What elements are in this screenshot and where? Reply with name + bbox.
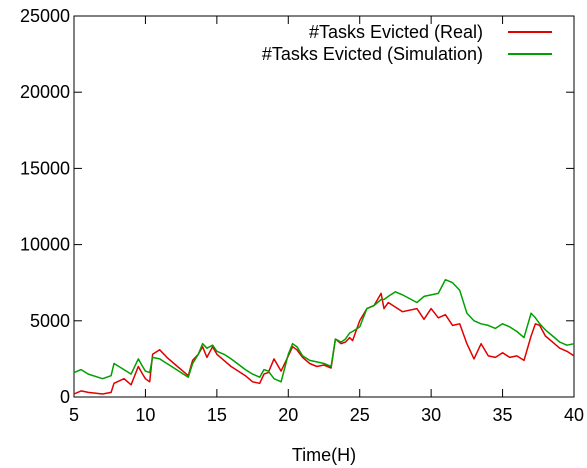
plot-frame	[73, 15, 575, 398]
x-tick-label: 10	[135, 405, 155, 425]
y-tick-label: 0	[60, 387, 70, 407]
legend-label-1: #Tasks Evicted (Simulation)	[262, 44, 483, 64]
x-axis: 5 10 15 20 25 30 35 40	[69, 16, 584, 425]
series-line-0	[73, 292, 575, 395]
x-tick-label: 35	[493, 405, 513, 425]
y-tick-label: 20000	[20, 82, 70, 102]
x-axis-label: Time(H)	[292, 445, 356, 465]
legend: #Tasks Evicted (Real)#Tasks Evicted (Sim…	[262, 22, 552, 64]
y-tick-label: 10000	[20, 235, 70, 255]
x-tick-label: 30	[421, 405, 441, 425]
x-tick-label: 20	[278, 405, 298, 425]
x-tick-label: 5	[69, 405, 79, 425]
y-tick-label: 15000	[20, 158, 70, 178]
y-tick-label: 5000	[30, 311, 70, 331]
series-layer	[73, 278, 575, 395]
series-line-1	[73, 278, 575, 383]
x-tick-label: 15	[207, 405, 227, 425]
legend-label-0: #Tasks Evicted (Real)	[309, 22, 483, 42]
y-tick-label: 25000	[20, 6, 70, 26]
x-tick-label: 40	[564, 405, 584, 425]
y-axis: 0 5000 10000 15000 20000 25000	[20, 6, 574, 407]
x-tick-label: 25	[350, 405, 370, 425]
